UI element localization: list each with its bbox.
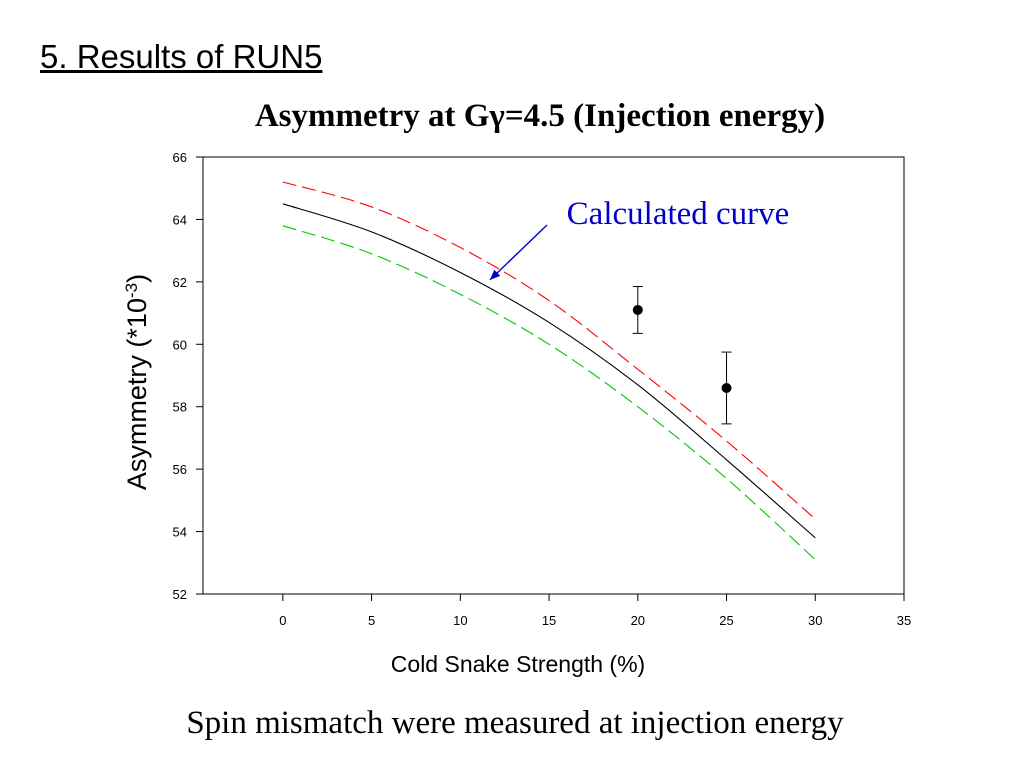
series-line-2	[282, 225, 816, 561]
data-points-layer	[632, 286, 732, 425]
annotation-arrow-head	[489, 269, 501, 280]
y-tick-label: 60	[173, 337, 187, 352]
data-point	[632, 304, 643, 315]
x-tick-label: 35	[897, 613, 911, 628]
annotation-layer: Calculated curve	[489, 196, 790, 281]
y-tick-label: 52	[173, 587, 187, 602]
y-tick-label: 58	[173, 400, 187, 415]
x-axis-ticks: 0 5 10 15 20 25 30 35	[279, 594, 911, 628]
chart-title-prefix: Asymmetry at G	[254, 98, 490, 134]
series-line-1	[282, 203, 816, 539]
x-tick-label: 30	[808, 613, 822, 628]
y-tick-label: 62	[173, 275, 187, 290]
annotation-arrow-line	[489, 224, 548, 281]
y-axis-label-exponent: -3	[122, 283, 141, 298]
y-axis-label-main: Asymmetry (*10	[122, 298, 152, 490]
slide-caption: Spin mismatch were measured at injection…	[186, 705, 844, 741]
x-tick-label: 10	[453, 613, 467, 628]
x-axis-label: Cold Snake Strength (%)	[391, 651, 645, 677]
x-tick-label: 0	[279, 613, 286, 628]
series-layer	[282, 181, 816, 561]
y-tick-label: 66	[173, 150, 187, 165]
plot-border	[202, 156, 905, 595]
calculated-curve-label: Calculated curve	[567, 196, 790, 232]
chart-title: Asymmetry at Gγ=4.5 (Injection energy)	[0, 98, 1024, 135]
y-tick-label: 64	[173, 212, 187, 227]
data-point	[721, 382, 732, 393]
y-tick-label: 56	[173, 462, 187, 477]
x-tick-label: 20	[631, 613, 645, 628]
chart-title-gamma: γ	[489, 98, 505, 134]
y-axis-ticks: 52 54 56 58 60 62 64 66	[173, 150, 203, 602]
plot-frame	[202, 156, 905, 595]
y-axis-label-close: )	[122, 274, 152, 283]
x-tick-label: 15	[542, 613, 556, 628]
series-line-0	[282, 181, 816, 520]
y-tick-label: 54	[173, 525, 187, 540]
x-tick-label: 25	[719, 613, 733, 628]
x-tick-label: 5	[368, 613, 375, 628]
y-axis-label: Asymmetry (*10-3)	[122, 274, 153, 490]
slide-title: 5. Results of RUN5	[40, 38, 323, 75]
chart-title-suffix: =4.5 (Injection energy)	[504, 98, 826, 134]
